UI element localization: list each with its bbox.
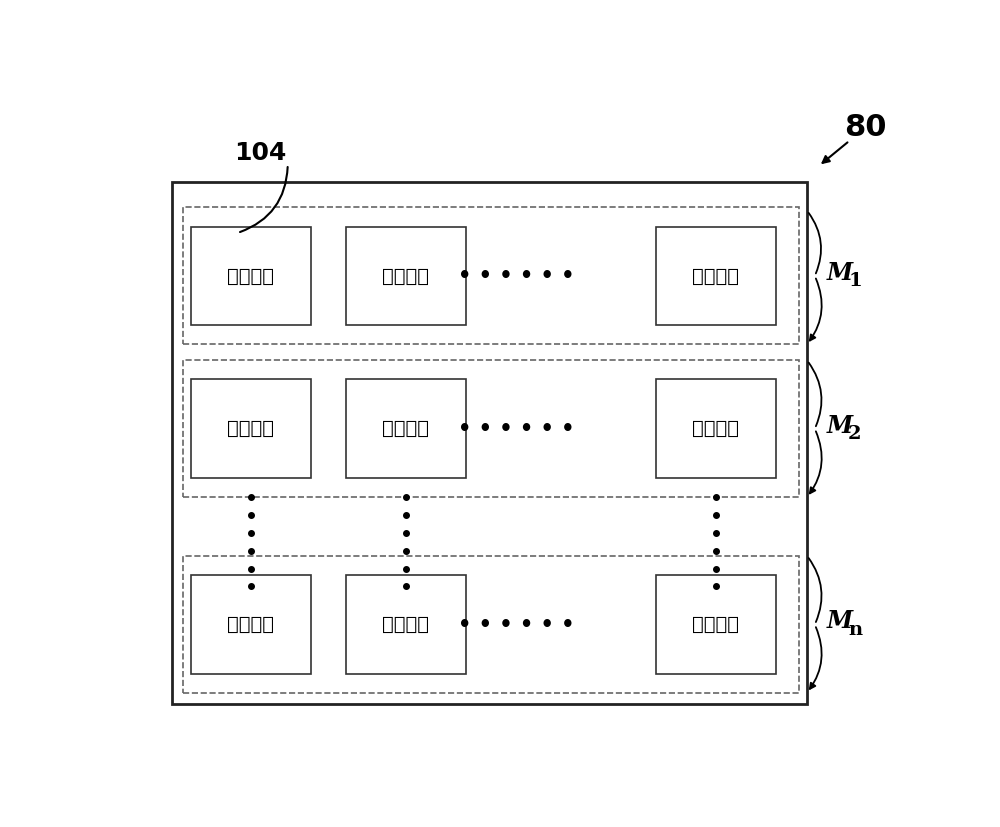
Text: 处理电路: 处理电路: [692, 266, 739, 285]
Text: 处理电路: 处理电路: [227, 266, 274, 285]
Bar: [191, 380, 311, 478]
Text: 处理电路: 处理电路: [227, 419, 274, 438]
Bar: [183, 208, 799, 344]
Text: 处理电路: 处理电路: [382, 266, 429, 285]
Text: 处理电路: 处理电路: [382, 615, 429, 634]
Text: 104: 104: [234, 141, 287, 165]
Bar: [191, 576, 311, 674]
Text: 处理电路: 处理电路: [382, 419, 429, 438]
Bar: [656, 576, 776, 674]
Text: • • • • • •: • • • • • •: [458, 266, 575, 286]
Text: M: M: [826, 609, 852, 633]
Text: • • • • • •: • • • • • •: [458, 418, 575, 439]
Bar: [191, 227, 311, 325]
Bar: [183, 556, 799, 693]
Bar: [183, 361, 799, 497]
Text: M: M: [826, 414, 852, 437]
Text: 80: 80: [844, 113, 886, 142]
Text: 2: 2: [848, 425, 862, 443]
Text: M: M: [826, 261, 852, 284]
Text: • • • • • •: • • • • • •: [458, 614, 575, 634]
Text: n: n: [848, 621, 862, 638]
Text: 处理电路: 处理电路: [227, 615, 274, 634]
Text: 处理电路: 处理电路: [692, 419, 739, 438]
Bar: [172, 182, 807, 705]
Bar: [346, 380, 466, 478]
Bar: [346, 227, 466, 325]
Bar: [656, 380, 776, 478]
Text: 处理电路: 处理电路: [692, 615, 739, 634]
Bar: [656, 227, 776, 325]
Bar: [346, 576, 466, 674]
Text: 1: 1: [848, 272, 862, 290]
